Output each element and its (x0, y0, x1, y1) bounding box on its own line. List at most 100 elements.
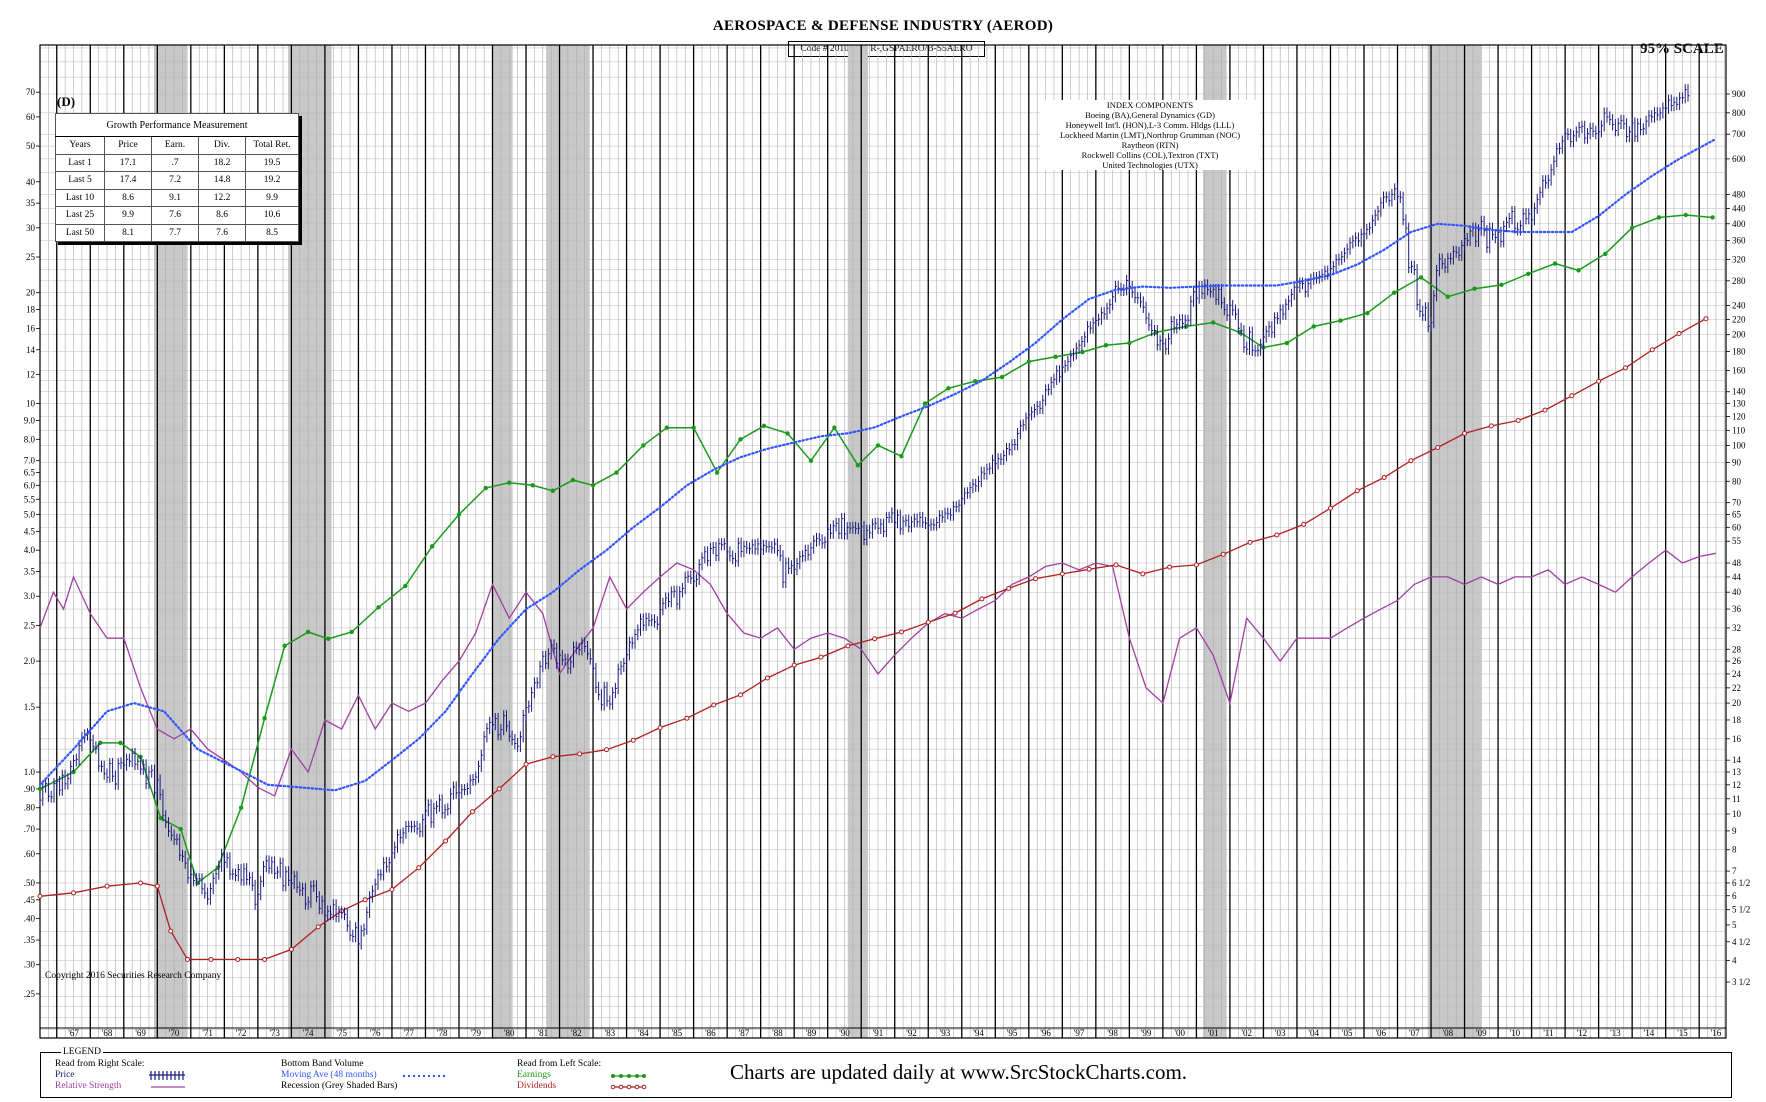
table-row: Last 5 17.4 7.2 14.8 19.2 (55, 171, 299, 190)
left-tick-label: 4.0 (24, 545, 36, 555)
left-tick-label: .70 (24, 824, 36, 834)
legend-rs-swatch (151, 1086, 185, 1088)
dividends-point (1167, 564, 1173, 570)
left-tick-label: .45 (24, 895, 36, 905)
table-row: Last 10 8.6 9.1 12.2 9.9 (55, 188, 299, 207)
promo-text: Charts are updated daily at www.SrcStock… (730, 1060, 1188, 1084)
recession-bar (1203, 45, 1227, 1038)
dividends-point (416, 865, 422, 871)
dividends-point (657, 725, 663, 731)
table-cell: 9.9 (104, 206, 152, 225)
dividends-point (550, 754, 556, 760)
table-row: Last 25 9.9 7.6 8.6 10.6 (55, 206, 299, 225)
left-tick-label: .25 (24, 989, 36, 999)
x-tick-label: '78 (437, 1028, 448, 1038)
left-tick-label: 20 (26, 288, 36, 298)
right-tick-label: 65 (1732, 510, 1742, 520)
right-tick-label: 40 (1732, 587, 1742, 597)
growth-header-years: Years (55, 136, 105, 155)
right-tick-label: 90 (1732, 457, 1742, 467)
components-heading: INDEX COMPONENTS (1106, 100, 1194, 110)
x-tick-label: '79 (470, 1028, 481, 1038)
x-tick-label: '81 (537, 1028, 548, 1038)
earnings-point (1418, 275, 1424, 280)
left-tick-label: 2.5 (24, 620, 36, 630)
dividends-point (603, 747, 609, 753)
earnings-point (1365, 310, 1370, 316)
dividends-point (684, 715, 690, 721)
earnings-point (1080, 349, 1085, 355)
component-line: Boeing (BA),General Dynamics (GD) (1085, 110, 1215, 120)
earnings-point (946, 386, 951, 391)
x-tick-label: '69 (135, 1028, 146, 1038)
growth-header-total-ret: Total Ret. (245, 136, 299, 155)
series-lines (37, 84, 1717, 962)
dividends-point (791, 662, 797, 668)
left-tick-label: 4.5 (24, 526, 36, 536)
table-row: Last 50 8.1 7.7 7.6 8.5 (55, 223, 299, 242)
x-tick-label: '95 (1007, 1028, 1018, 1038)
table-cell: 14.8 (198, 171, 246, 190)
moving-average-line (38, 137, 1717, 792)
dividends-point (1033, 576, 1039, 582)
dividends-point (235, 956, 241, 962)
x-tick-label: '05 (1342, 1028, 1353, 1038)
left-tick-label: 25 (26, 252, 36, 262)
x-tick-label: '91 (873, 1028, 884, 1038)
x-tick-label: '94 (973, 1028, 984, 1038)
dividends-point (1622, 365, 1628, 371)
left-tick-label: .60 (24, 849, 36, 859)
earnings-point (530, 483, 535, 488)
left-tick-label: 18 (26, 305, 36, 315)
x-tick-label: '89 (806, 1028, 817, 1038)
left-tick-label: 6.0 (24, 480, 36, 490)
chart-title: AEROSPACE & DEFENSE INDUSTRY (AEROD) (712, 18, 1054, 34)
earnings-point (403, 583, 408, 589)
earnings-point (118, 740, 123, 746)
earnings-point (1445, 294, 1450, 299)
left-tick-label: 30 (26, 223, 36, 233)
dividends-point (469, 809, 475, 815)
left-tick-label: 70 (26, 87, 36, 97)
earnings-point (738, 437, 743, 442)
growth-performance-table: Growth Performance Measurement Years Pri… (55, 113, 299, 242)
earnings-point (98, 740, 103, 746)
dividends-point (262, 956, 268, 962)
right-tick-label: 60 (1732, 522, 1742, 532)
table-cell: 7.6 (198, 223, 246, 242)
right-tick-label: 28 (1732, 644, 1742, 654)
legend-right-scale-heading: Read from Right Scale: (55, 1059, 145, 1069)
dividends-point (1086, 566, 1092, 572)
x-tick-label: '76 (370, 1028, 381, 1038)
x-tick-label: '06 (1375, 1028, 1386, 1038)
table-cell: 19.2 (245, 171, 299, 190)
right-tick-label: 12 (1732, 780, 1741, 790)
right-tick-label: 5 (1732, 920, 1737, 930)
x-tick-label: '09 (1476, 1028, 1487, 1038)
earnings-point (262, 715, 267, 721)
table-cell: 9.9 (245, 188, 299, 207)
x-tick-label: '99 (1141, 1028, 1152, 1038)
dividends-point (1327, 505, 1333, 511)
x-tick-label: '87 (739, 1028, 750, 1038)
earnings-point (1311, 324, 1316, 329)
dividends-point (154, 883, 160, 889)
right-tick-label: 36 (1732, 604, 1742, 614)
dividends-point (37, 893, 43, 899)
x-tick-label: '02 (1241, 1028, 1252, 1038)
dividends-point (496, 786, 502, 792)
right-tick-label: 240 (1732, 300, 1746, 310)
left-tick-label: 6.5 (24, 468, 36, 478)
right-tick-label: 8 (1732, 845, 1737, 855)
earnings-point (1127, 340, 1132, 346)
dividends-point (1274, 532, 1280, 538)
right-tick-label: 10 (1732, 809, 1742, 819)
table-cell: 12.2 (198, 188, 246, 207)
earnings-point (1026, 359, 1032, 364)
right-tick-label: 20 (1732, 698, 1742, 708)
table-cell: Last 10 (55, 188, 105, 207)
left-tick-label: 8.0 (24, 434, 36, 444)
x-tick-label: '86 (705, 1028, 716, 1038)
dividends-point (1140, 571, 1146, 577)
